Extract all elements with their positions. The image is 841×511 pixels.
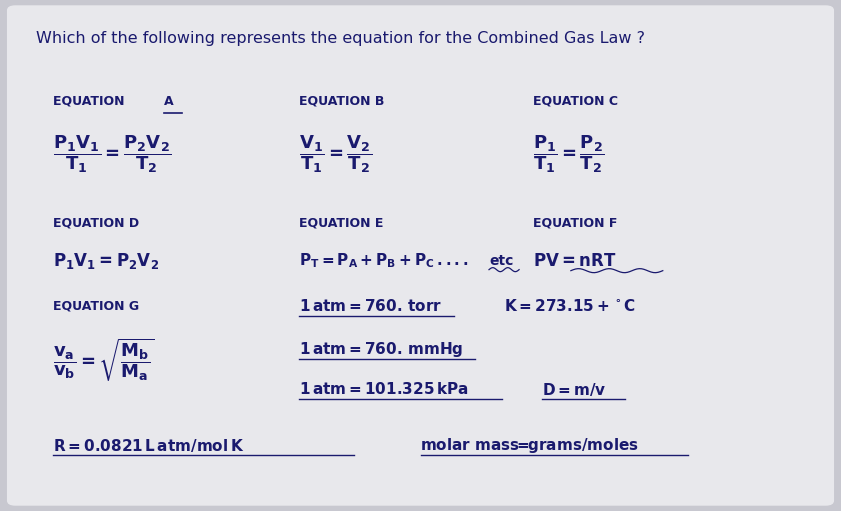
Text: $\mathbf{1\,atm = 101.325\,kPa}$: $\mathbf{1\,atm = 101.325\,kPa}$ — [299, 381, 469, 398]
Text: $\mathbf{\dfrac{V_1}{T_1} = \dfrac{V_2}{T_2}}$: $\mathbf{\dfrac{V_1}{T_1} = \dfrac{V_2}{… — [299, 133, 373, 175]
Text: $\mathbf{\dfrac{P_1}{T_1} = \dfrac{P_2}{T_2}}$: $\mathbf{\dfrac{P_1}{T_1} = \dfrac{P_2}{… — [533, 133, 605, 175]
FancyBboxPatch shape — [7, 5, 834, 506]
Text: A: A — [164, 95, 173, 108]
Text: $\mathbf{K = 273.15 + {^\circ}C}$: $\mathbf{K = 273.15 + {^\circ}C}$ — [504, 298, 636, 314]
Text: EQUATION F: EQUATION F — [533, 216, 617, 229]
Text: $\mathbf{\dfrac{v_a}{v_b} = \sqrt{\dfrac{M_b}{M_a}}}$: $\mathbf{\dfrac{v_a}{v_b} = \sqrt{\dfrac… — [53, 336, 155, 383]
Text: EQUATION G: EQUATION G — [53, 299, 139, 313]
Text: EQUATION B: EQUATION B — [299, 95, 384, 108]
Text: $\mathbf{D = m/v}$: $\mathbf{D = m/v}$ — [542, 381, 606, 398]
Text: EQUATION C: EQUATION C — [533, 95, 618, 108]
Text: $\mathbf{PV = nRT}$: $\mathbf{PV = nRT}$ — [533, 251, 616, 270]
Text: EQUATION: EQUATION — [53, 95, 129, 108]
Text: $\mathbf{R = 0.0821\,L\,atm / mol\,K}$: $\mathbf{R = 0.0821\,L\,atm / mol\,K}$ — [53, 436, 244, 454]
Text: Which of the following represents the equation for the Combined Gas Law ?: Which of the following represents the eq… — [36, 31, 645, 45]
Text: $\mathbf{1\,atm = 760.\,mmHg}$: $\mathbf{1\,atm = 760.\,mmHg}$ — [299, 339, 463, 359]
Text: $\mathbf{\dfrac{P_1V_1}{T_1} = \dfrac{P_2V_2}{T_2}}$: $\mathbf{\dfrac{P_1V_1}{T_1} = \dfrac{P_… — [53, 133, 172, 175]
Text: $\mathbf{P_T = P_A + P_B + P_C}$$\mathbf{\,\mathbf{....}}$: $\mathbf{P_T = P_A + P_B + P_C}$$\mathbf… — [299, 251, 469, 270]
Text: EQUATION D: EQUATION D — [53, 216, 139, 229]
Text: etc: etc — [489, 253, 514, 268]
Text: EQUATION E: EQUATION E — [299, 216, 383, 229]
Text: $\mathbf{molar\ mass\!\!=\!\!grams/moles}$: $\mathbf{molar\ mass\!\!=\!\!grams/moles… — [420, 435, 639, 455]
Text: $\mathbf{1\,atm = 760.\,torr}$: $\mathbf{1\,atm = 760.\,torr}$ — [299, 298, 442, 314]
Text: $\mathbf{P_1V_1 = P_2V_2}$: $\mathbf{P_1V_1 = P_2V_2}$ — [53, 250, 159, 270]
